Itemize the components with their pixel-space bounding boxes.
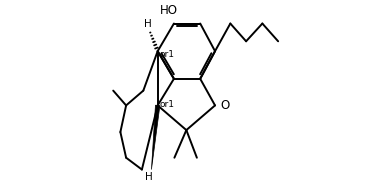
Text: or1: or1 [159,50,174,59]
Text: H: H [144,19,152,29]
Text: O: O [221,99,230,112]
Text: or1: or1 [159,100,174,109]
Polygon shape [151,105,160,170]
Text: H: H [145,172,153,182]
Text: HO: HO [160,4,178,17]
